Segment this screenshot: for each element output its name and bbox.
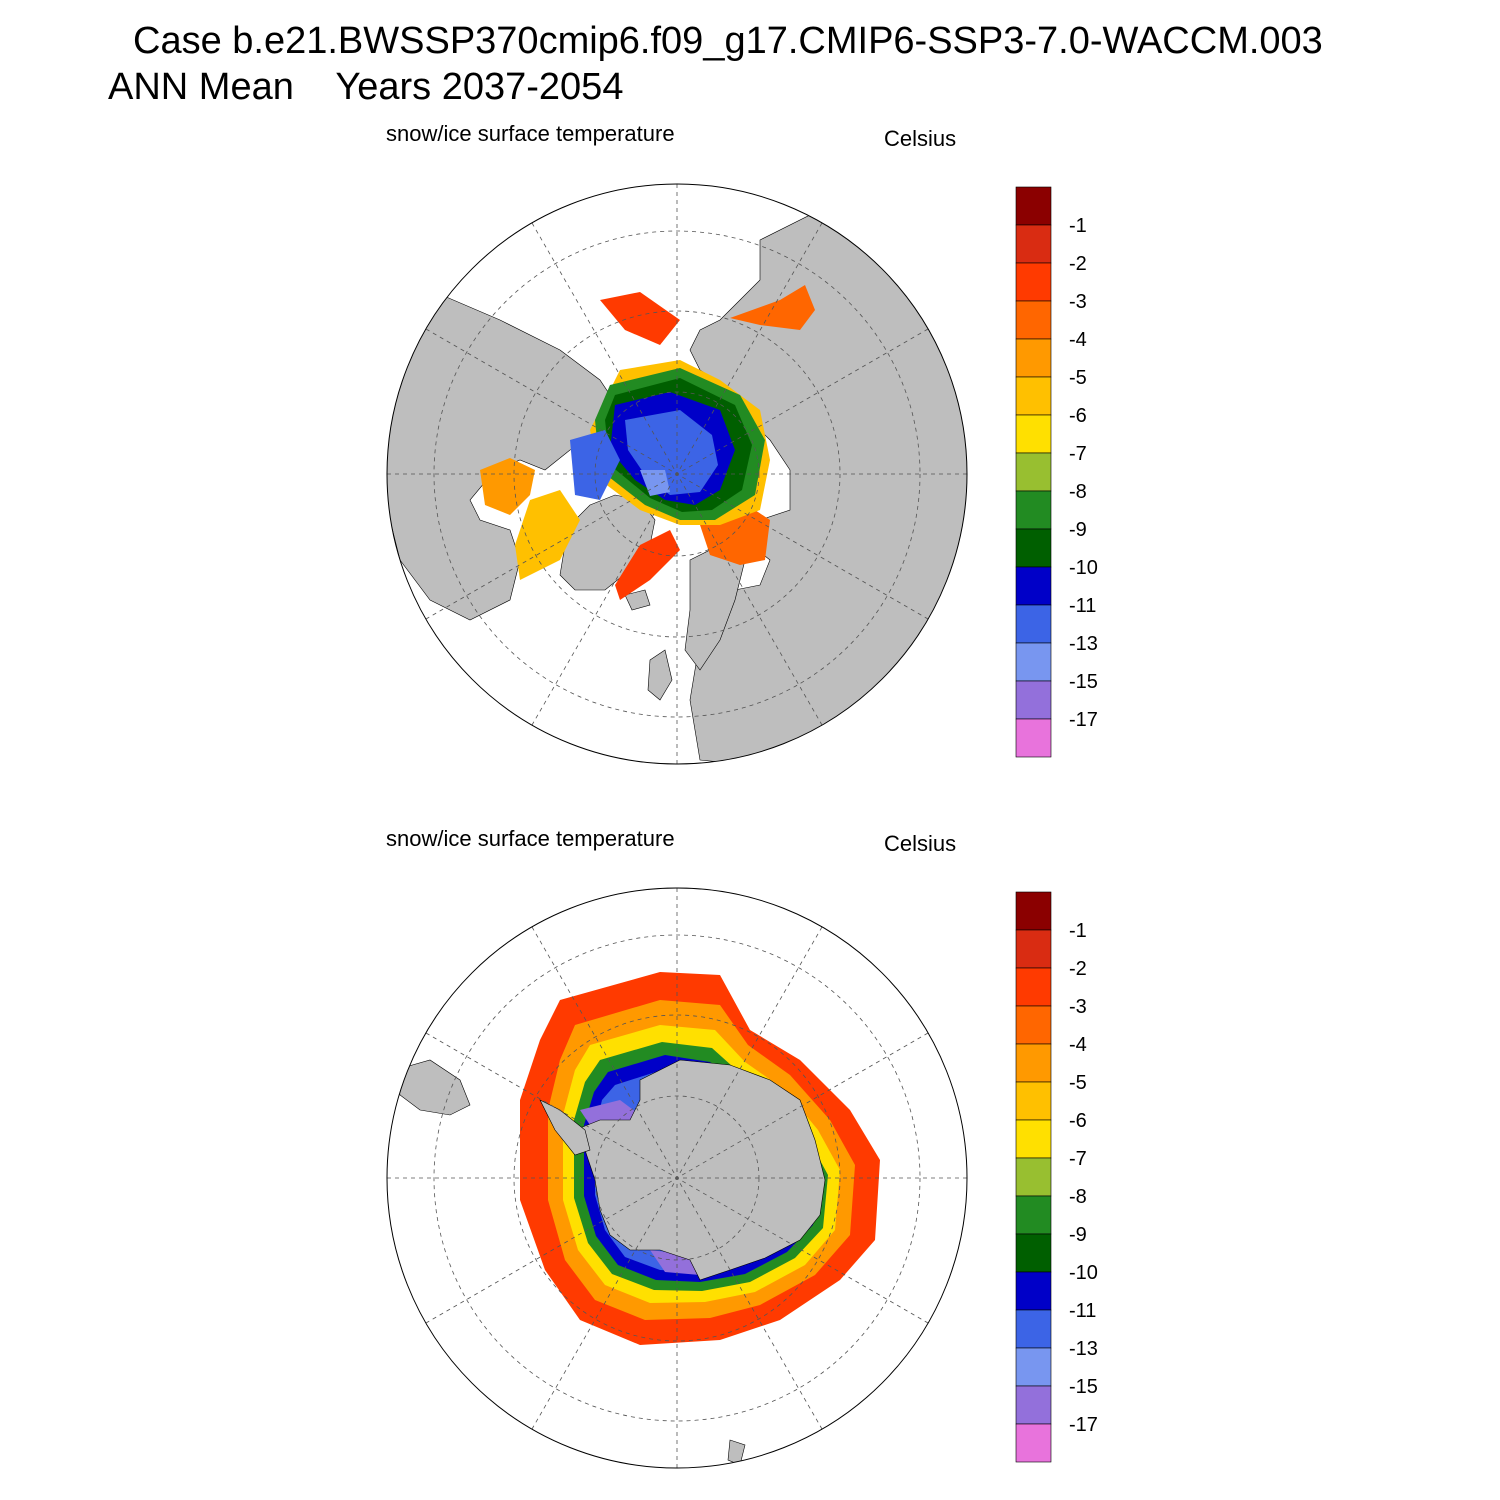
south-colorbar-label: -2 (1069, 958, 1087, 980)
north-colorbar-box (1015, 528, 1052, 568)
north-colorbar-label: -2 (1069, 253, 1087, 275)
north-colorbar-box (1015, 224, 1052, 264)
south-colorbar-label: -4 (1069, 1034, 1087, 1056)
south-colorbar: -1 -2 -3 -4 -5 -6 -7 -8 -9 -10 -11 -13 -15 -17 (1015, 891, 1098, 1463)
south-colorbar-box (1015, 1195, 1052, 1235)
north-land-iceland (624, 589, 651, 611)
north-map-units: Celsius (884, 126, 957, 151)
south-colorbar-label: -15 (1069, 1376, 1098, 1398)
south-colorbar-label: -6 (1069, 1110, 1087, 1132)
north-colorbar-box (1015, 452, 1052, 492)
north-colorbar: -1 -2 -3 -4 -5 -6 -7 -8 -9 -10 -11 -13 -15 -17 (1015, 186, 1098, 758)
south-polar-map (386, 887, 968, 1469)
north-colorbar-label: -5 (1069, 367, 1087, 389)
south-colorbar-label: -8 (1069, 1186, 1087, 1208)
south-colorbar-label: -13 (1069, 1338, 1098, 1360)
south-map-variable-title: snow/ice surface temperature (386, 826, 675, 851)
south-colorbar-label: -17 (1069, 1414, 1098, 1436)
south-colorbar-label: -1 (1069, 920, 1087, 942)
south-colorbar-box (1015, 1309, 1052, 1349)
north-colorbar-label: -6 (1069, 405, 1087, 427)
north-colorbar-box (1015, 604, 1052, 644)
south-colorbar-label: -10 (1069, 1262, 1098, 1284)
north-colorbar-box (1015, 718, 1052, 758)
north-colorbar-box (1015, 376, 1052, 416)
south-colorbar-label: -11 (1069, 1300, 1096, 1322)
south-colorbar-box (1015, 929, 1052, 969)
north-colorbar-box (1015, 490, 1052, 530)
north-colorbar-box (1015, 186, 1052, 226)
north-land-britain (647, 649, 673, 701)
north-colorbar-label: -17 (1069, 709, 1098, 731)
south-colorbar-box (1015, 1005, 1052, 1045)
south-graticule (387, 888, 967, 1468)
south-colorbar-box (1015, 967, 1052, 1007)
north-colorbar-box (1015, 566, 1052, 606)
south-colorbar-box (1015, 1081, 1052, 1121)
figure-title-period: ANN Mean Years 2037-2054 (108, 66, 624, 108)
south-colorbar-box (1015, 1347, 1052, 1387)
south-colorbar-box (1015, 891, 1052, 931)
south-colorbar-box (1015, 1385, 1052, 1425)
north-colorbar-box (1015, 680, 1052, 720)
north-graticule (387, 184, 967, 764)
north-colorbar-label: -9 (1069, 519, 1087, 541)
north-ice-warm-fringe-east (730, 285, 815, 330)
south-colorbar-box (1015, 1233, 1052, 1273)
north-colorbar-label: -15 (1069, 671, 1098, 693)
north-ice-hudson (480, 458, 535, 515)
north-ice-caa (570, 430, 620, 500)
south-colorbar-box (1015, 1043, 1052, 1083)
north-ice-greenland-sea (615, 530, 680, 600)
north-colorbar-label: -8 (1069, 481, 1087, 503)
figure-title-case: Case b.e21.BWSSP370cmip6.f09_g17.CMIP6-S… (133, 20, 1323, 62)
north-colorbar-box (1015, 262, 1052, 302)
north-ice-baffin (515, 490, 580, 580)
south-colorbar-label: -9 (1069, 1224, 1087, 1246)
north-map-variable-title: snow/ice surface temperature (386, 121, 675, 146)
south-land-south-america (394, 1059, 471, 1116)
north-colorbar-label: -7 (1069, 443, 1087, 465)
north-ice-cold-patch (640, 470, 670, 496)
north-colorbar-label: -11 (1069, 595, 1096, 617)
south-colorbar-box (1015, 1423, 1052, 1463)
south-colorbar-box (1015, 1119, 1052, 1159)
north-colorbar-label: -3 (1069, 291, 1087, 313)
north-colorbar-box (1015, 414, 1052, 454)
north-colorbar-box (1015, 642, 1052, 682)
north-colorbar-box (1015, 338, 1052, 378)
south-colorbar-box (1015, 1271, 1052, 1311)
north-polar-map (386, 183, 968, 765)
north-map-border (386, 183, 968, 765)
south-colorbar-label: -7 (1069, 1148, 1087, 1170)
north-ice-warm-fringe (600, 292, 680, 345)
south-map-border (386, 887, 968, 1469)
south-map-units: Celsius (884, 831, 957, 856)
north-colorbar-label: -10 (1069, 557, 1098, 579)
south-colorbar-label: -5 (1069, 1072, 1087, 1094)
south-colorbar-box (1015, 1157, 1052, 1197)
north-colorbar-label: -1 (1069, 215, 1087, 237)
north-colorbar-box (1015, 300, 1052, 340)
north-colorbar-label: -13 (1069, 633, 1098, 655)
south-colorbar-label: -3 (1069, 996, 1087, 1018)
north-colorbar-label: -4 (1069, 329, 1087, 351)
